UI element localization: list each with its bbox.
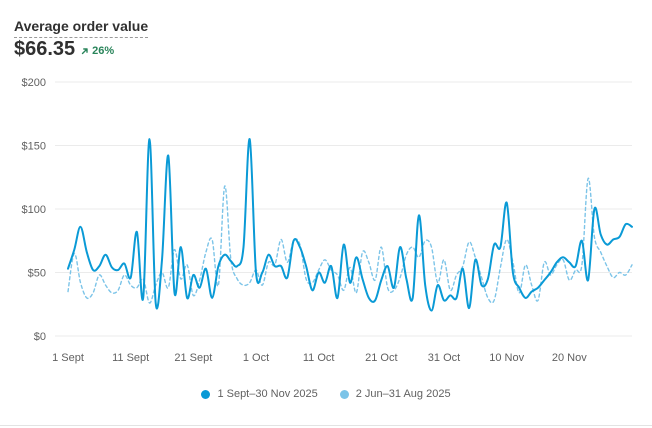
card-divider [0, 425, 652, 426]
x-tick-label: 21 Oct [365, 352, 397, 364]
y-tick-label: $150 [22, 141, 46, 153]
legend-dot-current [201, 389, 211, 399]
change-indicator: 26% [81, 45, 114, 57]
x-tick-label: 31 Oct [428, 352, 460, 364]
metric-title[interactable]: Average order value [14, 18, 149, 38]
legend-dot-previous [339, 389, 349, 399]
line-chart[interactable]: $0 $50 $100 $150 $200 1 Sept 11 Sept 21 Sept 1 O… [0, 0, 652, 380]
metric-value: $66.35 [14, 38, 76, 60]
x-tick-label: 11 Sept [112, 352, 149, 364]
y-tick-label: $0 [34, 331, 46, 343]
arrow-up-right-icon [81, 48, 88, 55]
x-tick-label: 11 Oct [303, 352, 335, 364]
legend-label-current: 1 Sept–30 Nov 2025 [217, 388, 318, 400]
x-tick-label: 1 Sept [52, 352, 84, 364]
y-tick-label: $50 [28, 268, 46, 280]
x-tick-label: 21 Sept [174, 352, 212, 364]
y-tick-label: $200 [22, 77, 46, 89]
chart-legend: 1 Sept–30 Nov 2025 2 Jun–31 Aug 2025 [0, 388, 652, 400]
legend-item-current[interactable]: 1 Sept–30 Nov 2025 [201, 388, 318, 400]
x-tick-label: 1 Oct [243, 352, 269, 364]
metric-row: $66.35 26% [14, 38, 114, 61]
series-line-previous [67, 177, 633, 304]
legend-item-previous[interactable]: 2 Jun–31 Aug 2025 [339, 388, 451, 400]
series-line-current [67, 138, 633, 312]
legend-label-previous: 2 Jun–31 Aug 2025 [355, 388, 451, 400]
x-tick-label: 20 Nov [552, 352, 587, 364]
x-tick-label: 10 Nov [489, 352, 524, 364]
change-percent: 26% [92, 45, 115, 57]
y-tick-label: $100 [22, 204, 46, 216]
